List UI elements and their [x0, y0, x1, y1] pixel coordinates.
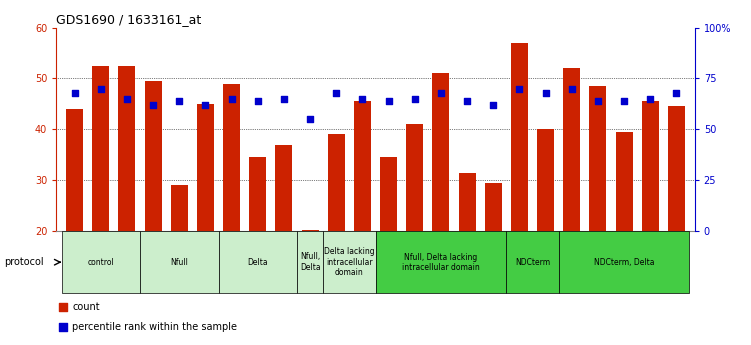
Point: [357, 96, 369, 101]
Text: protocol: protocol: [4, 257, 44, 267]
Bar: [219, 231, 297, 293]
Bar: [119, 66, 135, 231]
Point: [68, 90, 80, 96]
Point: [592, 98, 604, 104]
Bar: [140, 231, 219, 293]
Bar: [323, 231, 376, 293]
Bar: [511, 43, 528, 231]
Bar: [506, 231, 559, 293]
Point: [435, 90, 447, 96]
Point: [382, 98, 394, 104]
Text: NDCterm: NDCterm: [515, 258, 550, 267]
Bar: [406, 124, 424, 231]
Point: [330, 90, 342, 96]
Text: Nfull, Delta lacking
intracellular domain: Nfull, Delta lacking intracellular domai…: [402, 253, 480, 272]
Point: [304, 116, 316, 122]
Point: [95, 86, 107, 91]
Text: NDCterm, Delta: NDCterm, Delta: [594, 258, 654, 267]
Bar: [459, 172, 475, 231]
Bar: [380, 157, 397, 231]
Bar: [590, 86, 606, 231]
Bar: [668, 107, 685, 231]
Point: [409, 96, 421, 101]
Text: Nfull: Nfull: [170, 258, 189, 267]
Bar: [62, 231, 140, 293]
Bar: [92, 66, 110, 231]
Point: [252, 98, 264, 104]
Point: [147, 102, 159, 108]
Text: GDS1690 / 1633161_at: GDS1690 / 1633161_at: [56, 13, 201, 27]
Bar: [327, 135, 345, 231]
Bar: [302, 230, 318, 231]
Bar: [276, 145, 292, 231]
Bar: [170, 185, 188, 231]
Text: Delta: Delta: [248, 258, 268, 267]
Bar: [249, 157, 267, 231]
Bar: [616, 132, 632, 231]
Point: [539, 90, 551, 96]
Point: [671, 90, 683, 96]
Bar: [484, 183, 502, 231]
Point: [278, 96, 290, 101]
Bar: [197, 104, 214, 231]
Bar: [354, 101, 371, 231]
Bar: [563, 68, 581, 231]
Text: control: control: [87, 258, 114, 267]
Point: [514, 86, 526, 91]
Point: [644, 96, 656, 101]
Point: [618, 98, 630, 104]
Point: [56, 304, 69, 309]
Point: [225, 96, 237, 101]
Bar: [559, 231, 689, 293]
Text: Delta lacking
intracellular
domain: Delta lacking intracellular domain: [324, 247, 375, 277]
Point: [173, 98, 185, 104]
Bar: [66, 109, 83, 231]
Bar: [433, 73, 449, 231]
Point: [200, 102, 212, 108]
Text: count: count: [72, 302, 100, 312]
Bar: [223, 83, 240, 231]
Bar: [297, 231, 323, 293]
Point: [121, 96, 133, 101]
Bar: [376, 231, 506, 293]
Text: percentile rank within the sample: percentile rank within the sample: [72, 322, 237, 332]
Point: [566, 86, 578, 91]
Bar: [537, 129, 554, 231]
Point: [461, 98, 473, 104]
Text: Nfull,
Delta: Nfull, Delta: [300, 253, 321, 272]
Point: [487, 102, 499, 108]
Bar: [145, 81, 161, 231]
Point: [56, 324, 69, 330]
Bar: [641, 101, 659, 231]
